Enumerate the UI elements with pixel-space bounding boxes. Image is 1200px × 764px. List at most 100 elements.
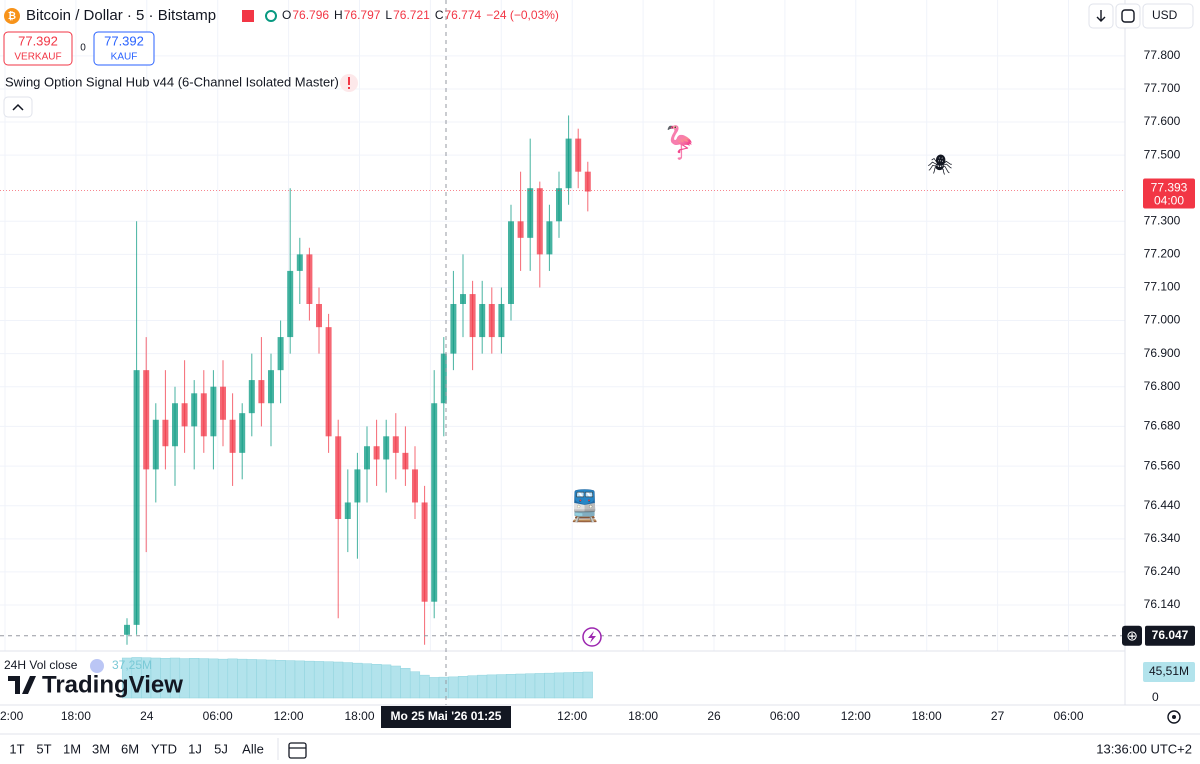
volume-bar — [237, 658, 248, 699]
candle-body — [450, 303, 457, 354]
x-tick-label: 12:00 — [841, 709, 871, 723]
range-button[interactable]: 1T — [9, 741, 24, 756]
coin-icon — [4, 8, 20, 24]
candle-body — [335, 436, 342, 520]
volume-bar — [313, 661, 325, 699]
flag[interactable] — [242, 10, 254, 22]
refresh-icon — [1121, 9, 1135, 23]
currency: USD — [1152, 8, 1178, 22]
x-tick-label: 24 — [140, 709, 154, 723]
volume-bar — [352, 662, 363, 699]
candle-body — [536, 188, 543, 255]
range-button[interactable]: YTD — [151, 741, 177, 756]
y-tick-label: 77.300 — [1144, 213, 1181, 227]
refresh-button[interactable] — [1115, 3, 1141, 29]
volume-bar — [342, 662, 353, 699]
warning-dot — [348, 87, 350, 89]
candle-body — [383, 436, 390, 460]
range-button[interactable]: 3M — [92, 741, 110, 756]
volume-bar — [371, 664, 382, 699]
buy-price: 77.392 — [104, 33, 144, 48]
range-button[interactable]: Alle — [242, 741, 264, 756]
candle-body — [200, 393, 207, 437]
crosshair-price: 76.047 — [1152, 628, 1189, 642]
candle-body — [508, 221, 514, 304]
candle-body — [469, 294, 476, 338]
volume-bar — [265, 659, 277, 699]
y-tick-label: 77.200 — [1144, 247, 1181, 261]
brand-logo — [8, 676, 36, 694]
candle-body — [373, 446, 380, 460]
market-status — [265, 10, 277, 22]
volume-value: 37,25M — [112, 658, 152, 672]
range-button[interactable]: 5J — [214, 741, 228, 756]
candle-body — [392, 436, 399, 453]
volume-bar — [438, 676, 449, 699]
chart-marker: 🦩 — [660, 124, 700, 161]
buy-button[interactable] — [93, 31, 155, 66]
volume-bar — [553, 672, 565, 699]
volume-bar — [563, 672, 574, 699]
volume — [121, 657, 593, 699]
candle-body — [364, 446, 370, 470]
range-button[interactable]: 6M — [121, 741, 139, 756]
sell-button[interactable] — [3, 31, 73, 66]
y-tick-label: 77.700 — [1144, 81, 1181, 95]
date-range-button[interactable] — [288, 742, 307, 759]
volume-settings[interactable] — [90, 659, 104, 673]
sell-price: 77.392 — [18, 33, 58, 48]
y-tick-label: 76.560 — [1144, 458, 1181, 472]
settings-dot — [1172, 715, 1176, 719]
volume-bar — [381, 664, 392, 699]
candle-body — [440, 353, 447, 404]
clock: 13:36:00 UTC+2 — [1096, 741, 1192, 756]
sell-label: VERKAUF — [14, 52, 61, 63]
settings-icon[interactable] — [1167, 710, 1181, 724]
candle-body — [248, 380, 255, 414]
volume-bar — [294, 660, 305, 699]
candle-body — [488, 303, 495, 338]
candle-body — [162, 419, 169, 447]
volume-tick-label: 45,51M — [1149, 664, 1189, 678]
ohlc-value: 76.796 — [292, 8, 329, 22]
volume-bar — [333, 661, 344, 699]
candle-body — [306, 254, 313, 304]
volume-title: 24H Vol close — [4, 658, 78, 672]
candle-body — [124, 624, 130, 635]
x-tick-label: 18:00 — [61, 709, 91, 723]
chevron — [12, 103, 24, 111]
range-button[interactable]: 5T — [36, 741, 51, 756]
volume-bar — [275, 660, 286, 699]
volume-bar — [208, 658, 219, 699]
warning-bar — [348, 77, 350, 85]
candle-body — [133, 370, 140, 625]
candle-body — [325, 327, 332, 437]
candle-body — [517, 221, 524, 238]
candle-body — [402, 452, 409, 470]
range-button[interactable]: 1M — [63, 741, 81, 756]
range-button[interactable]: 1J — [188, 741, 202, 756]
x-tick-label: 12:00 — [274, 709, 304, 723]
y-tick-label: 76.440 — [1144, 498, 1181, 512]
volume-value-box — [1143, 661, 1195, 682]
y-tick-label: 77.600 — [1144, 114, 1181, 128]
candle-body — [172, 403, 178, 447]
y-tick-label: 76.900 — [1144, 346, 1181, 360]
volume-bar — [227, 658, 238, 699]
collapse-button[interactable] — [3, 96, 33, 118]
ohlc-label: C — [435, 8, 444, 22]
x-tick-label: 18:00 — [912, 709, 942, 723]
ohlc-label: H — [334, 8, 343, 22]
crosshair-plus[interactable] — [1122, 625, 1142, 646]
volume-bar — [544, 672, 555, 699]
candle-body — [527, 188, 534, 238]
x-tick-label: 27 — [991, 709, 1005, 723]
volume-bar — [525, 673, 536, 699]
y-tick-label: 76.140 — [1144, 597, 1181, 611]
chart-marker: 🕷 — [927, 154, 952, 176]
ohlc-legend: O 76.796 H 76.797 L 76.721 C 76.774 — [282, 8, 482, 22]
volume-bar — [429, 677, 440, 699]
brand: TradingView — [42, 671, 183, 698]
x-tick-label: 2:00 — [0, 709, 24, 723]
currency-button[interactable] — [1142, 3, 1194, 29]
